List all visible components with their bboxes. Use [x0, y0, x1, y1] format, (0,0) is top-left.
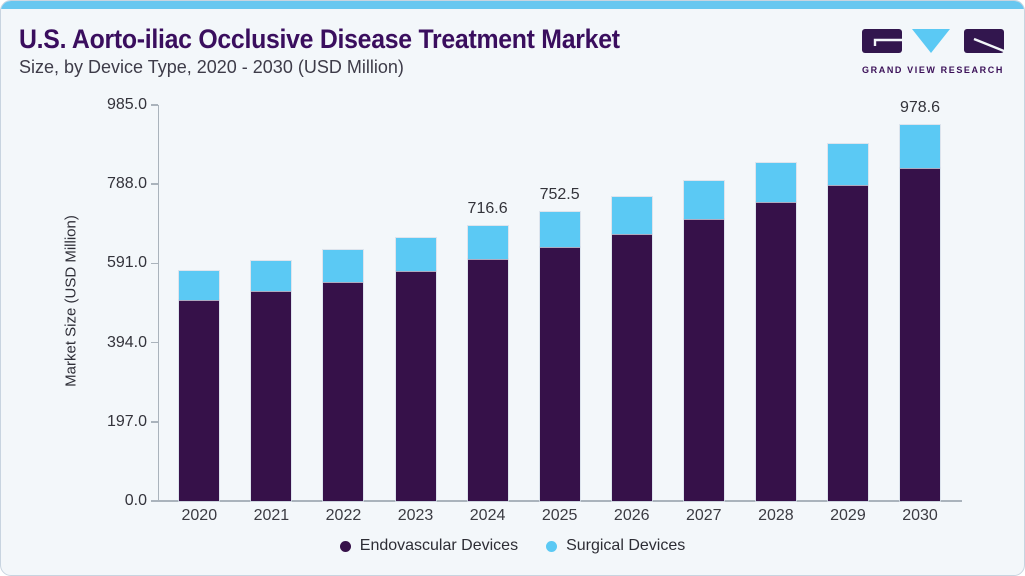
bar-segment-endovascular — [900, 167, 940, 501]
page-subtitle: Size, by Device Type, 2020 - 2030 (USD M… — [19, 57, 404, 77]
bar-value-label: 716.6 — [467, 199, 508, 217]
y-axis-line — [157, 105, 159, 501]
x-tick-label: 2030 — [902, 507, 938, 524]
x-tick-label: 2029 — [830, 507, 866, 524]
title-block: U.S. Aorto-iliac Occlusive Disease Treat… — [19, 25, 672, 78]
bar-segment-surgical — [395, 238, 436, 272]
bar-segment-endovascular — [611, 233, 652, 501]
bar-segment-endovascular — [755, 201, 796, 501]
y-tick-label: 985.0 — [106, 96, 147, 114]
top-accent-bar — [1, 1, 1024, 9]
bar-segment-surgical — [323, 249, 364, 282]
brand-logo-icon — [862, 29, 1005, 53]
y-axis-title: Market Size (USD Million) — [62, 215, 80, 387]
x-tick-label: 2028 — [758, 507, 794, 524]
legend-label: Surgical Devices — [566, 537, 686, 554]
bar-segment-endovascular — [179, 300, 220, 501]
y-tick-label: 788.0 — [106, 175, 147, 193]
page-title: U.S. Aorto-iliac Occlusive Disease Treat… — [19, 24, 620, 54]
y-tick-mark — [150, 421, 158, 423]
brand-logo: GRAND VIEW RESEARCH — [862, 29, 1005, 75]
bar-segment-surgical — [683, 180, 724, 219]
legend-swatch-icon — [339, 540, 351, 552]
y-tick-mark — [150, 341, 158, 344]
bar-segment-endovascular — [323, 281, 364, 501]
y-tick-label: 197.0 — [106, 412, 147, 430]
x-tick-label: 2027 — [685, 507, 722, 524]
legend-item: Surgical Devices — [546, 537, 685, 555]
bar-segment-endovascular — [395, 271, 436, 501]
x-axis-line — [157, 500, 962, 502]
bar-segment-endovascular — [251, 291, 292, 501]
bar-segment-endovascular — [539, 246, 580, 501]
bar-value-label: 978.6 — [899, 98, 941, 116]
header: U.S. Aorto-iliac Occlusive Disease Treat… — [19, 25, 1005, 78]
bar-segment-surgical — [900, 124, 940, 168]
bar-segment-endovascular — [827, 184, 868, 501]
x-tick-label: 2023 — [397, 507, 434, 524]
x-tick-label: 2022 — [325, 507, 362, 524]
x-tick-label: 2026 — [613, 507, 650, 524]
bar-segment-surgical — [179, 270, 220, 301]
y-tick-label: 591.0 — [106, 254, 147, 272]
bar-segment-surgical — [755, 162, 796, 202]
chart-legend: Endovascular Devices Surgical Devices — [1, 537, 1024, 555]
x-tick-label: 2021 — [253, 507, 290, 524]
x-tick-label: 2024 — [469, 507, 506, 524]
bar-segment-surgical — [467, 225, 508, 260]
x-tick-label: 2020 — [181, 507, 218, 524]
y-tick-mark — [150, 500, 158, 502]
y-tick-mark — [150, 104, 158, 106]
bar-value-label: 752.5 — [539, 185, 580, 203]
brand-logo-text: GRAND VIEW RESEARCH — [862, 65, 1004, 75]
bar-segment-surgical — [539, 211, 580, 247]
bar-segment-surgical — [827, 144, 868, 185]
legend-item: Endovascular Devices — [339, 537, 519, 555]
bar-segment-surgical — [611, 196, 652, 234]
legend-swatch-icon — [546, 540, 558, 552]
x-tick-label: 2025 — [541, 507, 578, 524]
y-tick-mark — [150, 183, 158, 185]
legend-label: Endovascular Devices — [359, 537, 519, 554]
bar-segment-endovascular — [467, 259, 508, 501]
bar-segment-surgical — [251, 260, 292, 292]
y-tick-mark — [150, 262, 158, 265]
y-tick-label: 394.0 — [106, 333, 147, 351]
y-tick-label: 0.0 — [124, 492, 147, 509]
bar-segment-endovascular — [683, 218, 724, 501]
